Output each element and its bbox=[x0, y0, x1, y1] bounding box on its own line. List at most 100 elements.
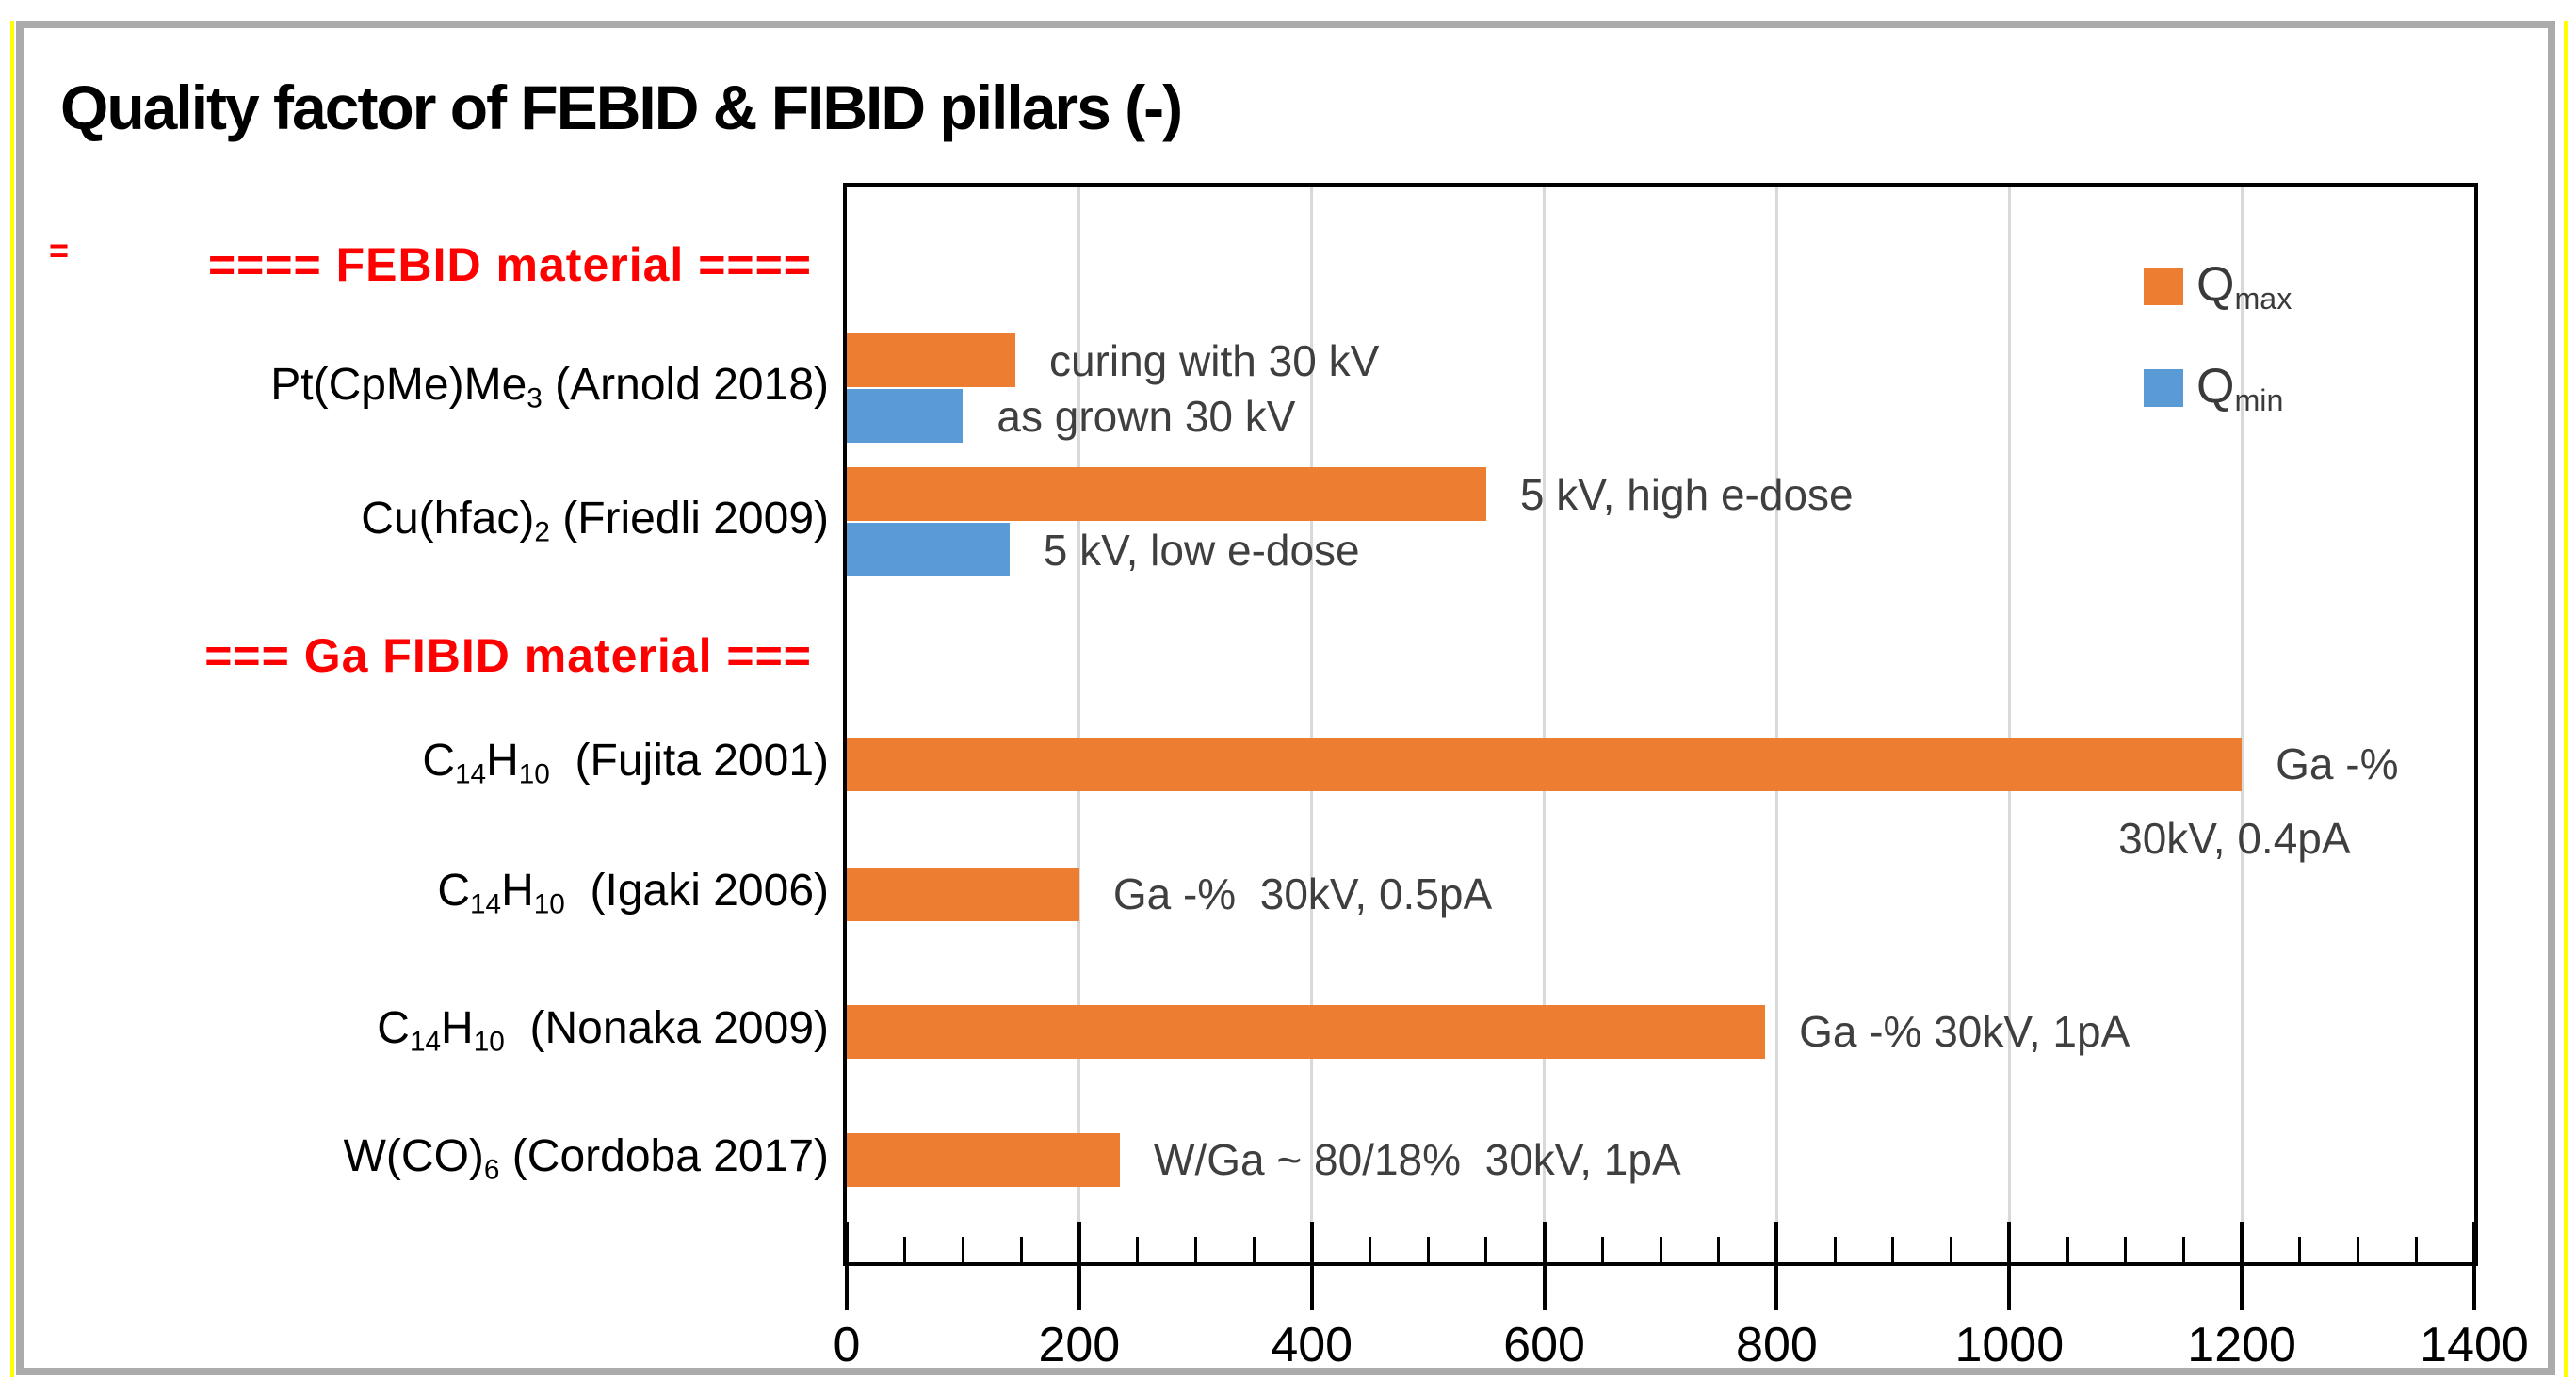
annotation-fujita-qmax: Ga -% bbox=[2276, 739, 2399, 788]
x-axis-minor-tick-300 bbox=[1193, 1237, 1197, 1262]
label-text: (Arnold 2018) bbox=[542, 360, 829, 410]
x-axis-minor-tick-50 bbox=[903, 1237, 907, 1262]
label-subscript: 2 bbox=[534, 516, 550, 548]
x-axis-major-tick-800 bbox=[1774, 1222, 1779, 1310]
annotation-cordoba-qmax: W/Ga ~ 80/18% 30kV, 1pA bbox=[1154, 1135, 1681, 1184]
x-axis-minor-tick-350 bbox=[1252, 1237, 1256, 1262]
x-axis-minor-tick-1300 bbox=[2357, 1237, 2360, 1262]
label-subscript: 10 bbox=[473, 1026, 505, 1058]
chart-title: Quality factor of FEBID & FIBID pillars … bbox=[60, 73, 1183, 142]
category-label-cordoba: W(CO)6 (Cordoba 2017) bbox=[57, 1130, 829, 1186]
section-header: === Ga FIBID material === bbox=[204, 629, 812, 682]
annotation-igaki-qmax: Ga -% 30kV, 0.5pA bbox=[1112, 869, 1493, 918]
x-axis-minor-tick-1150 bbox=[2181, 1237, 2185, 1262]
bar-qmax-arnold bbox=[847, 333, 1015, 387]
x-axis-major-tick-0 bbox=[845, 1222, 849, 1310]
x-axis-minor-tick-850 bbox=[1833, 1237, 1837, 1262]
bar-qmax-fujita bbox=[847, 737, 2243, 791]
label-text: C bbox=[437, 866, 470, 916]
label-text: H bbox=[501, 866, 534, 916]
x-axis-tick-label-200: 200 bbox=[1038, 1318, 1121, 1372]
category-label-nonaka: C14H10 (Nonaka 2009) bbox=[57, 1002, 829, 1058]
annotation-nonaka-qmax: Ga -% 30kV, 1pA bbox=[1799, 1007, 2130, 1056]
annotation-friedli-qmax: 5 kV, high e-dose bbox=[1519, 469, 1854, 519]
x-axis-minor-tick-1050 bbox=[2066, 1237, 2069, 1262]
legend-label-qmin: Qmin bbox=[2196, 358, 2283, 418]
x-axis-minor-tick-650 bbox=[1600, 1237, 1604, 1262]
label-text: (Cordoba 2017) bbox=[499, 1131, 829, 1181]
legend-label-base: Q bbox=[2196, 358, 2235, 414]
label-text: W(CO) bbox=[343, 1131, 484, 1181]
x-axis-minor-tick-950 bbox=[1950, 1237, 1953, 1262]
label-text: (Fujita 2001) bbox=[549, 736, 829, 786]
x-axis-minor-tick-500 bbox=[1426, 1237, 1430, 1262]
x-axis-major-tick-400 bbox=[1309, 1222, 1314, 1310]
x-axis-tick-label-1400: 1400 bbox=[2420, 1318, 2529, 1372]
label-subscript: 10 bbox=[518, 758, 550, 790]
x-axis-minor-tick-750 bbox=[1717, 1237, 1721, 1262]
legend-entry-qmax: Qmax bbox=[2144, 252, 2292, 320]
x-axis-major-tick-1200 bbox=[2240, 1222, 2244, 1310]
x-axis-minor-tick-1100 bbox=[2124, 1237, 2128, 1262]
bar-qmax-nonaka bbox=[847, 1004, 1766, 1059]
x-axis-minor-tick-900 bbox=[1891, 1237, 1895, 1262]
category-label-igaki: C14H10 (Igaki 2006) bbox=[57, 865, 829, 920]
legend-label-subscript: min bbox=[2234, 383, 2284, 417]
section-header: ==== FEBID material ==== bbox=[207, 238, 812, 291]
legend-label-subscript: max bbox=[2234, 282, 2292, 316]
label-text: Cu(hfac) bbox=[361, 494, 535, 544]
x-axis-tick-label-1000: 1000 bbox=[1954, 1318, 2065, 1372]
bar-qmax-friedli bbox=[847, 467, 1486, 521]
x-axis-minor-tick-250 bbox=[1136, 1237, 1140, 1262]
x-axis-tick-label-600: 600 bbox=[1503, 1318, 1585, 1372]
bar-qmin-arnold bbox=[847, 389, 964, 443]
annotation-friedli-qmin: 5 kV, low e-dose bbox=[1043, 525, 1360, 575]
x-axis-minor-tick-700 bbox=[1659, 1237, 1662, 1262]
bar-qmax-cordoba bbox=[847, 1132, 1121, 1187]
label-subscript: 14 bbox=[409, 1026, 442, 1058]
label-text: (Igaki 2006) bbox=[564, 866, 829, 916]
gridline-1000 bbox=[2007, 187, 2011, 1262]
x-axis-tick-label-400: 400 bbox=[1271, 1318, 1353, 1372]
x-axis-major-tick-200 bbox=[1077, 1222, 1081, 1310]
label-subscript: 3 bbox=[527, 382, 543, 414]
label-text: (Nonaka 2009) bbox=[504, 1003, 829, 1053]
legend-swatch-qmin bbox=[2144, 369, 2183, 407]
label-subscript: 14 bbox=[455, 758, 487, 790]
x-axis-major-tick-600 bbox=[1542, 1222, 1547, 1310]
x-axis-major-tick-1000 bbox=[2007, 1222, 2012, 1310]
x-axis-tick-label-0: 0 bbox=[833, 1318, 861, 1372]
label-text: C bbox=[377, 1003, 410, 1053]
label-text: C bbox=[422, 736, 455, 786]
selection-guide-right bbox=[2564, 21, 2568, 1377]
category-label-friedli: Cu(hfac)2 (Friedli 2009) bbox=[57, 493, 829, 548]
gridline-800 bbox=[1774, 187, 1778, 1262]
legend-label-qmax: Qmax bbox=[2196, 256, 2292, 317]
x-axis-minor-tick-1250 bbox=[2298, 1237, 2302, 1262]
label-text: H bbox=[486, 736, 519, 786]
bar-qmin-friedli bbox=[847, 523, 1010, 576]
x-axis-minor-tick-550 bbox=[1484, 1237, 1488, 1262]
category-label-arnold: Pt(CpMe)Me3 (Arnold 2018) bbox=[57, 359, 829, 414]
annotation2-fujita-qmax: 30kV, 0.4pA bbox=[2118, 813, 2351, 863]
label-text: H bbox=[441, 1003, 474, 1053]
gridline-200 bbox=[1077, 187, 1081, 1262]
x-axis-major-tick-1400 bbox=[2472, 1222, 2476, 1310]
stray-red-mark: = bbox=[49, 231, 70, 269]
legend-label-base: Q bbox=[2196, 256, 2235, 312]
x-axis-minor-tick-100 bbox=[961, 1237, 964, 1262]
annotation-arnold-qmin: as grown 30 kV bbox=[996, 391, 1296, 441]
plot-area: curing with 30 kV as grown 30 kV 5 kV, hig… bbox=[843, 183, 2478, 1266]
legend-swatch-qmax bbox=[2144, 268, 2183, 305]
x-axis-tick-label-800: 800 bbox=[1736, 1318, 1818, 1372]
bar-qmax-igaki bbox=[847, 867, 1079, 921]
annotation-arnold-qmax: curing with 30 kV bbox=[1048, 335, 1380, 385]
x-axis-minor-tick-150 bbox=[1019, 1237, 1023, 1262]
label-text: Pt(CpMe)Me bbox=[270, 360, 527, 410]
gridline-1200 bbox=[2240, 187, 2244, 1262]
label-subscript: 10 bbox=[533, 888, 565, 920]
label-text: (Friedli 2009) bbox=[549, 494, 829, 544]
x-axis-minor-tick-450 bbox=[1368, 1237, 1371, 1262]
category-label-fujita: C14H10 (Fujita 2001) bbox=[57, 735, 829, 790]
